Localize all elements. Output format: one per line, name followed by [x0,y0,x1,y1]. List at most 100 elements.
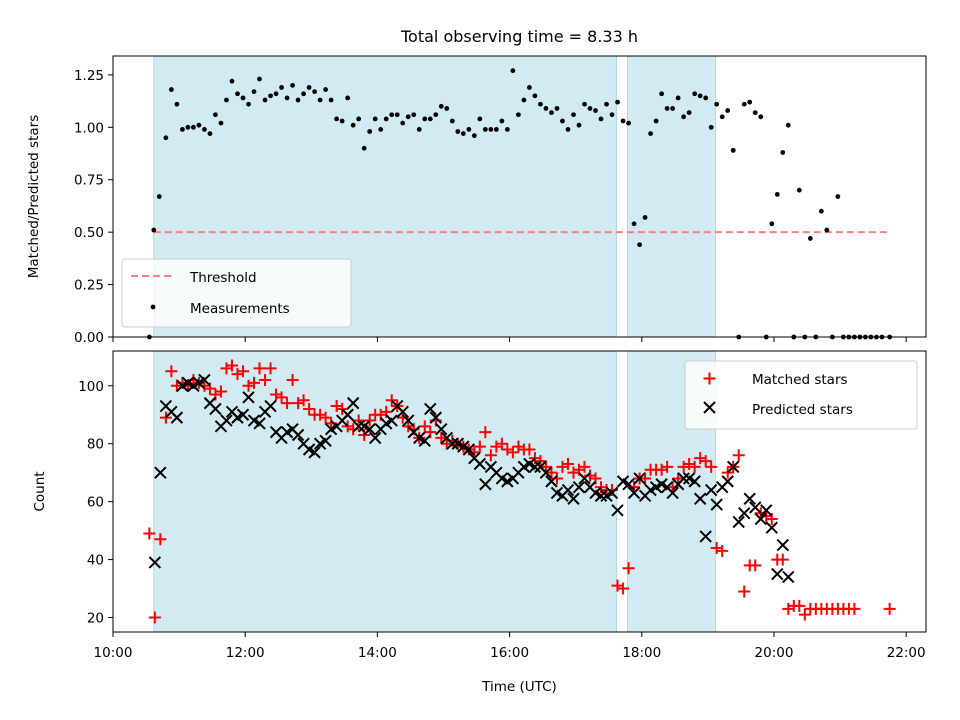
predicted-star-point [627,486,641,500]
measurement-point [785,122,791,128]
predicted-legend-label: Predicted stars [752,402,853,418]
measurement-point [224,97,229,103]
top-y-axis-label: Matched/Predicted stars [26,115,42,278]
measurement-point [527,85,532,90]
predicted-star-point [622,478,635,491]
measurement-point [350,122,356,128]
matched-star-point [705,460,718,473]
predicted-star-point [236,408,250,421]
matched-star-point [248,376,261,389]
matched-star-point [259,373,272,386]
measurement-point [554,106,560,111]
predicted-star-point [765,521,778,534]
top-y-ticks: 0.00 0.25 0.50 0.75 1.00 1.25 [74,68,113,346]
measurement-point [229,78,235,84]
matched-star-point [738,585,751,598]
measurement-point [334,116,340,122]
measurement-point [218,120,224,126]
matched-star-point [303,402,316,415]
matched-star-point [159,411,172,424]
measurement-point [345,95,351,101]
y-tick-label: 0.00 [74,330,104,346]
x-tick-label: 22:00 [887,645,926,661]
measurement-point [268,93,273,99]
predicted-star-point [291,428,305,442]
matched-star-point [341,420,354,433]
x-tick-label: 10:00 [94,645,133,661]
predicted-star-point [611,504,624,517]
predicted-star-point [346,396,360,410]
measurement-point [725,108,731,113]
matched-star-point [253,362,266,375]
matched-star-point [617,582,630,595]
predicted-star-point [148,556,162,569]
y-tick-label: 40 [87,553,104,569]
predicted-star-point [528,460,542,474]
measurement-point [284,95,290,101]
matched-star-point [440,437,453,450]
measurement-point [323,87,329,92]
measurement-point [444,106,450,111]
top-plot-frame [112,55,927,338]
measurement-point [394,112,400,118]
predicted-star-point [264,399,277,413]
measurement-point [758,114,764,120]
measurement-point [251,89,257,95]
measurement-point [466,126,472,132]
predicted-star-point [699,530,712,543]
matched-star-point [286,373,299,386]
measurement-point [631,221,637,227]
y-tick-label: 0.25 [74,278,104,294]
measurement-point [389,112,395,118]
predicted-star-point [424,402,437,416]
matched-star-point [479,426,492,439]
measurement-point [339,118,345,124]
matched-star-point [385,394,398,407]
matched-star-point [319,411,332,424]
matched-star-point [143,527,156,540]
measurement-point [202,126,207,132]
matched-star-point [655,463,668,476]
measurement-point [499,118,505,124]
matched-star-point [220,362,233,375]
measurement-point [356,116,362,122]
predicted-star-point [567,492,580,505]
top-panel: 0.00 0.25 0.50 0.75 1.00 1.25 Matched/Predict… [26,55,927,346]
predicted-star-point [319,434,332,448]
matched-star-point [270,388,283,401]
measurement-point [427,116,433,122]
matched-star-point [688,460,701,473]
matched-star-point [782,602,795,615]
matched-star-point [672,472,685,485]
measurement-point [818,208,824,214]
bottom-y-axis-label: Count [32,471,48,511]
predicted-star-point [341,408,354,421]
measurements-legend-swatch [150,304,156,310]
y-tick-label: 20 [87,611,104,627]
measurements-legend-label: Measurements [190,301,290,317]
predicted-star-point [732,515,745,529]
predicted-star-point [743,492,756,505]
matched-star-point [336,402,349,415]
measurement-point [620,118,626,124]
matched-star-point [490,440,503,453]
predicted-star-point [363,423,376,436]
measurement-point [213,112,218,118]
measurement-point [163,135,169,141]
matched-star-point [242,379,255,392]
measurement-point [422,116,428,122]
measurement-point [692,91,698,97]
y-tick-label: 1.25 [74,68,104,84]
matched-star-point [694,452,707,465]
x-tick-label: 20:00 [755,645,794,661]
measurement-point [240,95,246,101]
matched-star-point [661,460,674,473]
measurement-point [719,114,725,120]
measurement-point [317,97,323,103]
predicted-star-point [418,434,431,448]
matched-star-point [798,608,811,621]
measurement-point [642,215,648,220]
measurement-point [769,221,775,227]
measurement-point [151,227,157,233]
measurement-point [180,126,185,132]
